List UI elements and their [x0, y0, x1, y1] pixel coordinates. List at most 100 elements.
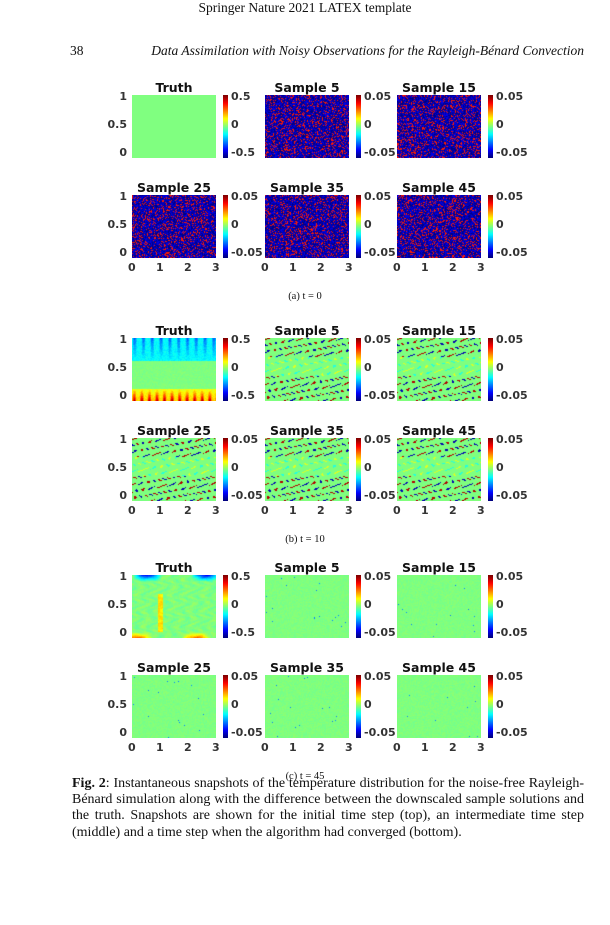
y-tick-label: 0 — [119, 246, 127, 259]
panel-title: Truth — [155, 323, 193, 338]
colorbar-tick-label: 0.5 — [231, 90, 251, 103]
x-tick-label: 3 — [345, 504, 353, 517]
x-tick-label: 2 — [317, 504, 325, 517]
colorbar-tick-label: -0.5 — [231, 626, 256, 639]
panel-title: Sample 5 — [274, 80, 340, 95]
colorbar-tick-label: -0.5 — [231, 146, 256, 159]
colorbar-tick-label: -0.05 — [496, 246, 528, 259]
panel-title: Truth — [155, 80, 193, 95]
colorbar-tick-label: 0 — [496, 598, 504, 611]
panel-title: Sample 35 — [270, 660, 344, 675]
panel-title: Sample 45 — [402, 180, 476, 195]
colorbar-tick-label: -0.05 — [231, 489, 263, 502]
colorbar-tick-label: 0 — [231, 461, 239, 474]
colorbar-tick-label: 0.5 — [231, 333, 251, 346]
subfigure: Truth 0.5 0 -0.5 1 0.5 0 Sample 5 0.05 0 -0.05 Samp… — [0, 324, 610, 554]
colorbar-tick-label: -0.05 — [364, 389, 396, 402]
colorbar-tick-label: 0 — [364, 598, 372, 611]
x-tick-label: 1 — [421, 261, 429, 274]
colorbar — [488, 195, 493, 258]
y-tick-label: 1 — [119, 570, 127, 583]
x-tick-label: 3 — [345, 741, 353, 754]
panel-title: Sample 25 — [137, 423, 211, 438]
colorbar-tick-label: 0.05 — [231, 190, 259, 203]
x-tick-label: 0 — [128, 741, 136, 754]
x-tick-label: 0 — [128, 504, 136, 517]
colorbar-tick-label: 0.05 — [496, 570, 524, 583]
x-tick-label: 3 — [212, 261, 220, 274]
colorbar-tick-label: -0.05 — [364, 626, 396, 639]
colorbar-tick-label: 0 — [364, 218, 372, 231]
colorbar — [356, 95, 361, 158]
x-tick-label: 0 — [261, 261, 269, 274]
colorbar — [223, 575, 228, 638]
colorbar — [223, 338, 228, 401]
y-tick-label: 0.5 — [107, 218, 128, 231]
colorbar-tick-label: -0.05 — [364, 489, 396, 502]
x-tick-label: 1 — [421, 504, 429, 517]
y-tick-label: 0.5 — [107, 461, 128, 474]
colorbar-tick-label: 0 — [496, 698, 504, 711]
y-tick-label: 0.5 — [107, 598, 128, 611]
colorbar — [356, 438, 361, 501]
colorbar-tick-label: 0 — [496, 461, 504, 474]
x-tick-label: 0 — [393, 504, 401, 517]
colorbar — [223, 95, 228, 158]
colorbar-tick-label: -0.05 — [231, 246, 263, 259]
colorbar — [488, 438, 493, 501]
heatmap-plot — [397, 575, 481, 638]
heatmap-plot — [265, 95, 349, 158]
colorbar-tick-label: 0 — [364, 461, 372, 474]
colorbar — [356, 338, 361, 401]
panel-title: Sample 25 — [137, 660, 211, 675]
colorbar-tick-label: 0 — [496, 118, 504, 131]
y-tick-label: 0.5 — [107, 698, 128, 711]
colorbar-tick-label: 0 — [364, 698, 372, 711]
x-tick-label: 1 — [156, 741, 164, 754]
x-tick-label: 2 — [317, 741, 325, 754]
x-tick-label: 1 — [421, 741, 429, 754]
x-tick-label: 3 — [345, 261, 353, 274]
colorbar-tick-label: -0.05 — [496, 726, 528, 739]
caption-label: Fig. 2 — [72, 776, 106, 791]
heatmap-plot — [265, 338, 349, 401]
subfigure: Truth 0.5 0 -0.5 1 0.5 0 Sample 5 0.05 0 -0.05 Samp… — [0, 561, 610, 791]
y-tick-label: 0 — [119, 626, 127, 639]
x-tick-label: 0 — [261, 741, 269, 754]
colorbar-tick-label: 0.05 — [231, 670, 259, 683]
x-tick-label: 2 — [184, 504, 192, 517]
y-tick-label: 0.5 — [107, 118, 128, 131]
colorbar-tick-label: 0.05 — [496, 433, 524, 446]
heatmap-plot — [132, 675, 216, 738]
heatmap-plot — [265, 675, 349, 738]
heatmap-plot — [132, 575, 216, 638]
x-tick-label: 0 — [393, 741, 401, 754]
panel-title: Sample 45 — [402, 423, 476, 438]
subfigure-label: (a) t = 0 — [288, 291, 322, 302]
colorbar-tick-label: 0 — [496, 218, 504, 231]
panel-title: Sample 35 — [270, 180, 344, 195]
y-tick-label: 0 — [119, 146, 127, 159]
panel-title: Sample 5 — [274, 323, 340, 338]
colorbar-tick-label: 0.05 — [364, 333, 392, 346]
colorbar — [356, 195, 361, 258]
colorbar — [488, 675, 493, 738]
x-tick-label: 2 — [449, 741, 457, 754]
y-tick-label: 1 — [119, 433, 127, 446]
x-tick-label: 3 — [477, 741, 485, 754]
colorbar — [356, 575, 361, 638]
colorbar-tick-label: 0.05 — [364, 570, 392, 583]
subfigure-label: (c) t = 45 — [285, 771, 325, 782]
y-tick-label: 0.5 — [107, 361, 128, 374]
colorbar-tick-label: -0.05 — [496, 489, 528, 502]
heatmap-plot — [397, 675, 481, 738]
x-tick-label: 2 — [449, 504, 457, 517]
y-tick-label: 0 — [119, 726, 127, 739]
x-tick-label: 0 — [261, 504, 269, 517]
colorbar-tick-label: -0.05 — [364, 146, 396, 159]
x-tick-label: 2 — [184, 261, 192, 274]
heatmap-plot — [132, 195, 216, 258]
colorbar-tick-label: -0.05 — [364, 726, 396, 739]
y-tick-label: 1 — [119, 190, 127, 203]
